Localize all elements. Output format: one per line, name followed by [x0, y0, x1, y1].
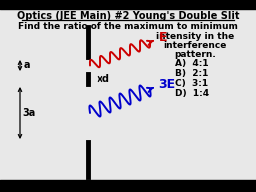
Text: 3E: 3E: [158, 78, 175, 91]
Text: a: a: [24, 60, 30, 70]
Text: D)  1:4: D) 1:4: [175, 89, 209, 98]
Text: pattern.: pattern.: [174, 50, 216, 59]
Text: d: d: [102, 74, 109, 84]
Text: 3a: 3a: [22, 108, 35, 118]
Text: E: E: [158, 31, 167, 44]
Text: intensity in the: intensity in the: [156, 32, 234, 41]
Text: B)  2:1: B) 2:1: [175, 69, 208, 78]
Text: C)  3:1: C) 3:1: [175, 79, 208, 88]
Text: Optics (JEE Main) #2 Young's Double Slit: Optics (JEE Main) #2 Young's Double Slit: [17, 11, 239, 21]
Text: Find the ratio of the maximum to minimum: Find the ratio of the maximum to minimum: [18, 22, 238, 31]
Text: interference: interference: [163, 41, 227, 50]
Text: A)  4:1: A) 4:1: [175, 59, 209, 68]
